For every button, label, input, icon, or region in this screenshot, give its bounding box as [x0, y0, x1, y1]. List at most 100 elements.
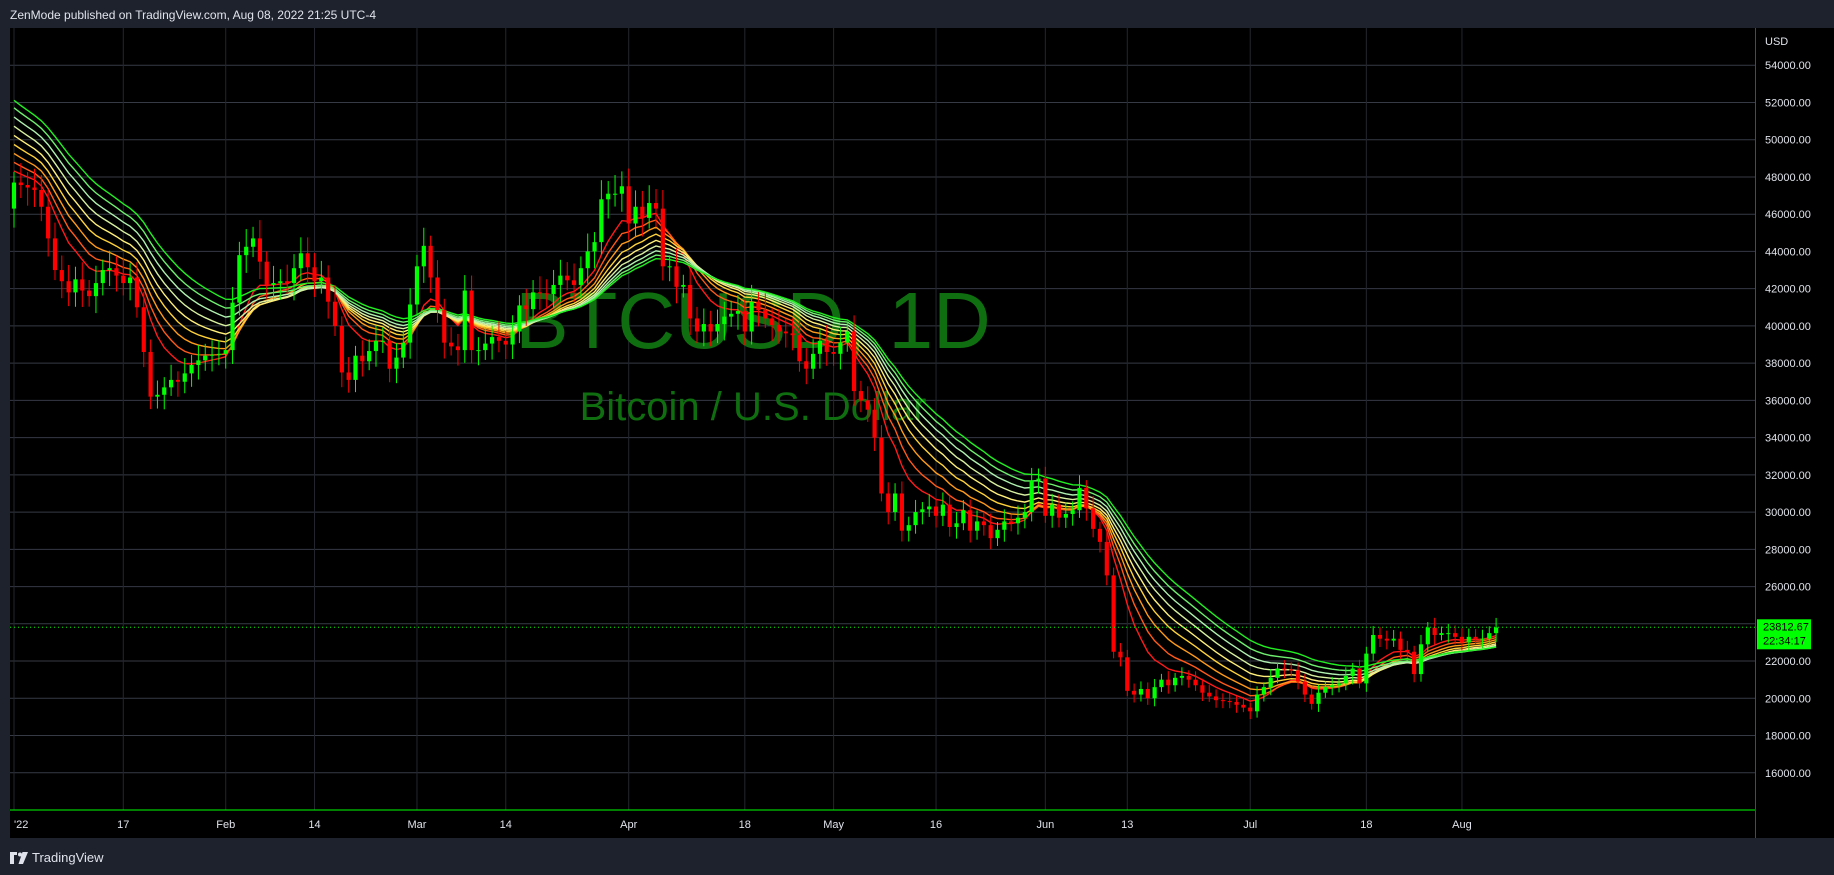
candle[interactable] — [1412, 645, 1417, 683]
candle[interactable] — [182, 358, 187, 394]
candle[interactable] — [933, 498, 939, 528]
candle[interactable] — [1213, 689, 1219, 708]
candle[interactable] — [1043, 466, 1048, 523]
candle[interactable] — [565, 262, 570, 291]
candle[interactable] — [380, 327, 385, 353]
candle[interactable] — [1377, 626, 1383, 648]
candle[interactable] — [1173, 672, 1178, 692]
candle[interactable] — [121, 259, 126, 296]
candle[interactable] — [1357, 659, 1362, 689]
candle[interactable] — [360, 340, 365, 377]
candle[interactable] — [39, 175, 44, 222]
candle[interactable] — [1220, 693, 1226, 709]
candle[interactable] — [25, 172, 30, 206]
candle[interactable] — [886, 482, 891, 525]
candle[interactable] — [722, 301, 727, 341]
candle[interactable] — [674, 248, 679, 304]
candle[interactable] — [968, 499, 973, 543]
candle[interactable] — [1480, 629, 1485, 649]
candle[interactable] — [1056, 494, 1062, 528]
candle[interactable] — [428, 235, 433, 293]
candle[interactable] — [592, 232, 597, 269]
candle[interactable] — [298, 237, 303, 281]
candle[interactable] — [1261, 682, 1266, 702]
candle[interactable] — [394, 343, 399, 384]
candle[interactable] — [694, 306, 700, 344]
candle[interactable] — [1002, 509, 1007, 542]
candle[interactable] — [1336, 678, 1342, 693]
candle[interactable] — [1009, 514, 1014, 532]
candle[interactable] — [155, 380, 160, 409]
candle[interactable] — [1494, 617, 1499, 642]
candle[interactable] — [688, 267, 693, 335]
candle[interactable] — [612, 175, 618, 207]
candle[interactable] — [1343, 667, 1348, 691]
candle[interactable] — [230, 286, 235, 364]
candle[interactable] — [838, 326, 843, 370]
candle[interactable] — [237, 241, 242, 316]
candle[interactable] — [1159, 673, 1164, 692]
candle[interactable] — [257, 220, 262, 280]
candle[interactable] — [626, 168, 631, 240]
candle[interactable] — [332, 284, 338, 337]
candle[interactable] — [46, 189, 51, 257]
candle[interactable] — [824, 325, 829, 366]
time-axis[interactable]: '22 17 Feb 14 Mar 14 Apr 18 May 16 Jun 13 Jul 18 Aug — [14, 819, 1472, 831]
candle[interactable] — [633, 190, 638, 238]
candle[interactable] — [817, 328, 823, 369]
candle[interactable] — [80, 262, 85, 307]
candle[interactable] — [571, 263, 577, 303]
candlestick-chart[interactable]: BTCUSD, 1D Bitcoin / U.S. Dollar '22 17 Fe… — [10, 28, 1755, 838]
candle[interactable] — [134, 262, 140, 318]
candle[interactable] — [981, 512, 986, 536]
candle[interactable] — [585, 233, 590, 284]
candle[interactable] — [1070, 501, 1075, 526]
candle[interactable] — [1077, 475, 1082, 518]
candle[interactable] — [1111, 567, 1116, 659]
candle[interactable] — [653, 189, 659, 228]
candle[interactable] — [1446, 623, 1451, 643]
candle[interactable] — [1295, 662, 1301, 690]
candle[interactable] — [490, 325, 495, 360]
candle[interactable] — [619, 171, 624, 212]
candle[interactable] — [189, 355, 194, 387]
candle[interactable] — [285, 264, 290, 294]
candle[interactable] — [1248, 702, 1253, 720]
candle[interactable] — [530, 280, 536, 320]
candle[interactable] — [168, 364, 174, 396]
candle[interactable] — [797, 321, 802, 372]
candle[interactable] — [1473, 629, 1478, 645]
candle[interactable] — [1207, 685, 1212, 702]
price-scale[interactable]: USD 54000.00 52000.00 50000.00 48000.00 4600… — [1754, 28, 1834, 838]
candle[interactable] — [1084, 480, 1089, 521]
candle[interactable] — [223, 336, 228, 369]
candle[interactable] — [408, 288, 413, 359]
candle[interactable] — [1132, 683, 1137, 703]
candle[interactable] — [1097, 521, 1103, 553]
candle[interactable] — [387, 327, 392, 383]
candle[interactable] — [742, 299, 747, 346]
candle[interactable] — [995, 521, 1000, 546]
candle[interactable] — [100, 259, 105, 296]
candle[interactable] — [128, 263, 133, 301]
candle[interactable] — [537, 276, 543, 310]
candle[interactable] — [1459, 628, 1465, 651]
candle[interactable] — [216, 340, 221, 366]
price-axis[interactable]: USD 54000.00 52000.00 50000.00 48000.00 4600… — [1754, 28, 1834, 838]
candle[interactable] — [770, 307, 775, 342]
candle[interactable] — [1118, 643, 1123, 667]
candle[interactable] — [503, 331, 508, 360]
candle[interactable] — [244, 229, 249, 273]
candle[interactable] — [647, 185, 652, 229]
candle[interactable] — [749, 284, 754, 345]
candle[interactable] — [729, 300, 734, 327]
candle[interactable] — [1384, 630, 1389, 650]
candle[interactable] — [1145, 682, 1150, 705]
candle[interactable] — [811, 339, 816, 380]
tradingview-logo[interactable]: TradingView — [10, 850, 104, 865]
candle[interactable] — [1241, 696, 1246, 713]
candle[interactable] — [278, 269, 283, 300]
candle[interactable] — [93, 265, 99, 314]
candle[interactable] — [831, 341, 836, 366]
candle[interactable] — [462, 275, 467, 363]
